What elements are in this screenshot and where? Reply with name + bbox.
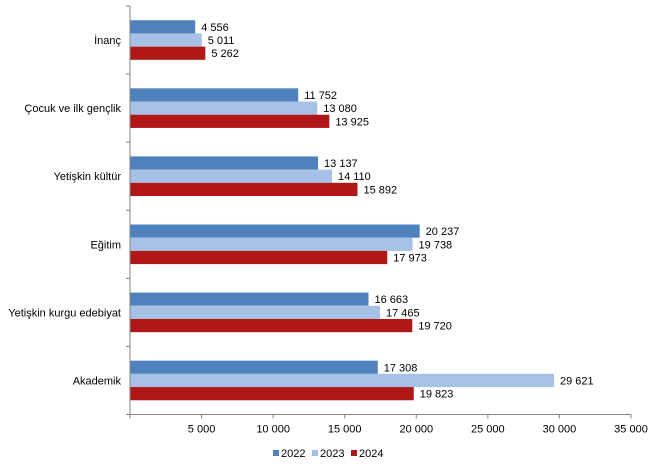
x-tick-label: 20 000 [399,424,433,436]
legend-label: 2024 [359,448,383,460]
x-tick-label: 15 000 [328,424,362,436]
data-label: 19 720 [418,321,452,333]
data-label: 17 973 [393,252,427,264]
bar-2024 [130,114,330,128]
category-label: Yetişkin kültür [54,171,122,183]
legend-swatch-2024 [351,450,357,456]
bar-2023 [130,237,413,251]
data-label: 29 621 [560,375,594,387]
x-tick-label: 35 000 [614,424,648,436]
legend-swatch-2022 [273,450,279,456]
data-label: 17 465 [386,307,420,319]
legend-label: 2023 [320,448,344,460]
bar-2022 [130,20,196,34]
bar-2023 [130,305,380,319]
bar-2024 [130,250,388,265]
data-label: 15 892 [363,184,397,196]
bar-2023 [130,101,318,115]
data-label: 5 011 [208,35,235,47]
bar-2023 [130,169,332,183]
data-label: 17 308 [384,362,418,374]
x-tick-label: 25 000 [471,424,505,436]
category-label: Akademik [73,375,122,387]
data-label: 11 752 [304,90,337,102]
bar-2022 [130,224,420,238]
x-tick-label: 30 000 [543,424,577,436]
data-label: 20 237 [426,226,460,238]
legend-label: 2022 [281,448,305,460]
bar-2023 [130,33,202,47]
category-label: Çocuk ve ilk gençlik [24,103,121,115]
bar-2024 [130,318,413,333]
data-label: 19 823 [420,389,454,401]
bar-2022 [130,88,299,102]
bar-2024 [130,46,206,60]
bar-2024 [130,387,414,401]
legend-swatch-2023 [312,450,318,456]
bar-2022 [130,292,369,306]
data-label: 13 080 [323,103,357,115]
data-label: 14 110 [338,171,371,183]
x-tick-label: 5 000 [188,424,216,436]
data-label: 16 663 [375,294,409,306]
data-label: 13 137 [324,158,358,170]
data-label: 4 556 [201,22,229,34]
category-label: İnanç [94,34,121,47]
bar-2023 [130,373,555,388]
bar-2022 [130,156,319,170]
bar-2022 [130,360,378,374]
data-label: 13 925 [335,116,369,128]
data-label: 5 262 [211,48,239,60]
bar-2024 [130,182,358,197]
category-label: Yetişkin kurgu edebiyat [8,307,121,319]
data-label: 19 738 [419,239,453,251]
category-label: Eğitim [90,239,121,251]
x-tick-label: 10 000 [256,424,290,436]
